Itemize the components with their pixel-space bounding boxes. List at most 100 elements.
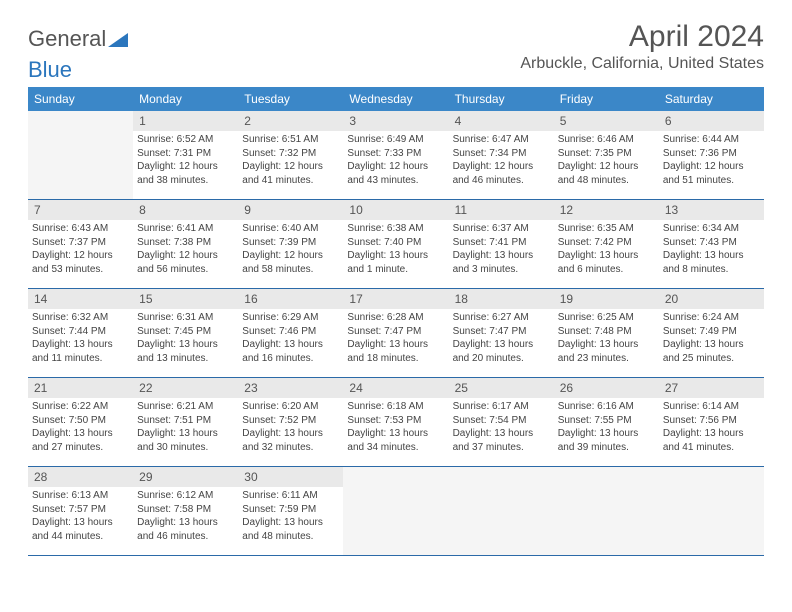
day-number: 12 [554, 200, 659, 220]
daylight-text: Daylight: 13 hours and 11 minutes. [32, 338, 129, 365]
calendar-day: 28Sunrise: 6:13 AMSunset: 7:57 PMDayligh… [28, 467, 133, 556]
sunrise-text: Sunrise: 6:31 AM [137, 311, 234, 325]
sunset-text: Sunset: 7:55 PM [558, 414, 655, 428]
daylight-text: Daylight: 13 hours and 3 minutes. [453, 249, 550, 276]
calendar-body: 1Sunrise: 6:52 AMSunset: 7:31 PMDaylight… [28, 111, 764, 556]
day-details: Sunrise: 6:41 AMSunset: 7:38 PMDaylight:… [133, 220, 238, 280]
day-details: Sunrise: 6:12 AMSunset: 7:58 PMDaylight:… [133, 487, 238, 547]
sunset-text: Sunset: 7:40 PM [347, 236, 444, 250]
sunrise-text: Sunrise: 6:40 AM [242, 222, 339, 236]
logo-text-blue: Blue [28, 57, 764, 83]
daylight-text: Daylight: 13 hours and 23 minutes. [558, 338, 655, 365]
day-number: 17 [343, 289, 448, 309]
calendar-empty [449, 467, 554, 556]
sunrise-text: Sunrise: 6:13 AM [32, 489, 129, 503]
day-number: 27 [659, 378, 764, 398]
sunset-text: Sunset: 7:56 PM [663, 414, 760, 428]
daylight-text: Daylight: 12 hours and 41 minutes. [242, 160, 339, 187]
daylight-text: Daylight: 13 hours and 13 minutes. [137, 338, 234, 365]
daylight-text: Daylight: 13 hours and 39 minutes. [558, 427, 655, 454]
calendar-day: 13Sunrise: 6:34 AMSunset: 7:43 PMDayligh… [659, 200, 764, 289]
sunset-text: Sunset: 7:39 PM [242, 236, 339, 250]
day-number: 29 [133, 467, 238, 487]
daylight-text: Daylight: 12 hours and 53 minutes. [32, 249, 129, 276]
day-details: Sunrise: 6:46 AMSunset: 7:35 PMDaylight:… [554, 131, 659, 191]
day-number: 14 [28, 289, 133, 309]
daylight-text: Daylight: 13 hours and 18 minutes. [347, 338, 444, 365]
calendar-day: 29Sunrise: 6:12 AMSunset: 7:58 PMDayligh… [133, 467, 238, 556]
day-details: Sunrise: 6:21 AMSunset: 7:51 PMDaylight:… [133, 398, 238, 458]
day-number: 6 [659, 111, 764, 131]
day-details: Sunrise: 6:31 AMSunset: 7:45 PMDaylight:… [133, 309, 238, 369]
sunrise-text: Sunrise: 6:29 AM [242, 311, 339, 325]
sunset-text: Sunset: 7:42 PM [558, 236, 655, 250]
calendar-table: SundayMondayTuesdayWednesdayThursdayFrid… [28, 87, 764, 556]
daylight-text: Daylight: 12 hours and 46 minutes. [453, 160, 550, 187]
sunset-text: Sunset: 7:37 PM [32, 236, 129, 250]
calendar-empty [659, 467, 764, 556]
sunrise-text: Sunrise: 6:22 AM [32, 400, 129, 414]
daylight-text: Daylight: 12 hours and 58 minutes. [242, 249, 339, 276]
daylight-text: Daylight: 13 hours and 44 minutes. [32, 516, 129, 543]
sunrise-text: Sunrise: 6:17 AM [453, 400, 550, 414]
calendar-row: 21Sunrise: 6:22 AMSunset: 7:50 PMDayligh… [28, 378, 764, 467]
day-details: Sunrise: 6:27 AMSunset: 7:47 PMDaylight:… [449, 309, 554, 369]
calendar-row: 1Sunrise: 6:52 AMSunset: 7:31 PMDaylight… [28, 111, 764, 200]
sunrise-text: Sunrise: 6:35 AM [558, 222, 655, 236]
calendar-day: 5Sunrise: 6:46 AMSunset: 7:35 PMDaylight… [554, 111, 659, 200]
day-number: 19 [554, 289, 659, 309]
sunset-text: Sunset: 7:59 PM [242, 503, 339, 517]
daylight-text: Daylight: 13 hours and 34 minutes. [347, 427, 444, 454]
daylight-text: Daylight: 12 hours and 56 minutes. [137, 249, 234, 276]
calendar-empty [28, 111, 133, 200]
day-details: Sunrise: 6:37 AMSunset: 7:41 PMDaylight:… [449, 220, 554, 280]
sunset-text: Sunset: 7:34 PM [453, 147, 550, 161]
day-header: Sunday [28, 87, 133, 111]
day-number: 26 [554, 378, 659, 398]
sunrise-text: Sunrise: 6:37 AM [453, 222, 550, 236]
sunset-text: Sunset: 7:54 PM [453, 414, 550, 428]
sunrise-text: Sunrise: 6:46 AM [558, 133, 655, 147]
sunset-text: Sunset: 7:35 PM [558, 147, 655, 161]
day-number: 30 [238, 467, 343, 487]
sunrise-text: Sunrise: 6:24 AM [663, 311, 760, 325]
day-details: Sunrise: 6:51 AMSunset: 7:32 PMDaylight:… [238, 131, 343, 191]
daylight-text: Daylight: 13 hours and 41 minutes. [663, 427, 760, 454]
sunrise-text: Sunrise: 6:28 AM [347, 311, 444, 325]
day-number: 22 [133, 378, 238, 398]
daylight-text: Daylight: 13 hours and 6 minutes. [558, 249, 655, 276]
sunset-text: Sunset: 7:50 PM [32, 414, 129, 428]
day-header: Friday [554, 87, 659, 111]
sunrise-text: Sunrise: 6:27 AM [453, 311, 550, 325]
day-number: 7 [28, 200, 133, 220]
sunrise-text: Sunrise: 6:49 AM [347, 133, 444, 147]
sunset-text: Sunset: 7:33 PM [347, 147, 444, 161]
calendar-day: 9Sunrise: 6:40 AMSunset: 7:39 PMDaylight… [238, 200, 343, 289]
calendar-day: 12 Sunrise: 6:35 AMSunset: 7:42 PMDayligh… [554, 200, 659, 289]
calendar-day: 6Sunrise: 6:44 AMSunset: 7:36 PMDaylight… [659, 111, 764, 200]
sunrise-text: Sunrise: 6:38 AM [347, 222, 444, 236]
sunrise-text: Sunrise: 6:43 AM [32, 222, 129, 236]
daylight-text: Daylight: 13 hours and 46 minutes. [137, 516, 234, 543]
calendar-day: 17Sunrise: 6:28 AMSunset: 7:47 PMDayligh… [343, 289, 448, 378]
day-number: 28 [28, 467, 133, 487]
calendar-row: 28Sunrise: 6:13 AMSunset: 7:57 PMDayligh… [28, 467, 764, 556]
daylight-text: Daylight: 13 hours and 30 minutes. [137, 427, 234, 454]
sunset-text: Sunset: 7:38 PM [137, 236, 234, 250]
daylight-text: Daylight: 13 hours and 37 minutes. [453, 427, 550, 454]
day-number: 11 [449, 200, 554, 220]
calendar-day: 26Sunrise: 6:16 AMSunset: 7:55 PMDayligh… [554, 378, 659, 467]
sunrise-text: Sunrise: 6:21 AM [137, 400, 234, 414]
daylight-text: Daylight: 13 hours and 27 minutes. [32, 427, 129, 454]
day-number: 18 [449, 289, 554, 309]
day-details: Sunrise: 6:20 AMSunset: 7:52 PMDaylight:… [238, 398, 343, 458]
sunset-text: Sunset: 7:46 PM [242, 325, 339, 339]
sunrise-text: Sunrise: 6:14 AM [663, 400, 760, 414]
day-header: Wednesday [343, 87, 448, 111]
sunrise-text: Sunrise: 6:47 AM [453, 133, 550, 147]
calendar-day: 20Sunrise: 6:24 AMSunset: 7:49 PMDayligh… [659, 289, 764, 378]
calendar-day: 18Sunrise: 6:27 AMSunset: 7:47 PMDayligh… [449, 289, 554, 378]
sunset-text: Sunset: 7:53 PM [347, 414, 444, 428]
calendar-day: 23Sunrise: 6:20 AMSunset: 7:52 PMDayligh… [238, 378, 343, 467]
day-details: Sunrise: 6:16 AMSunset: 7:55 PMDaylight:… [554, 398, 659, 458]
